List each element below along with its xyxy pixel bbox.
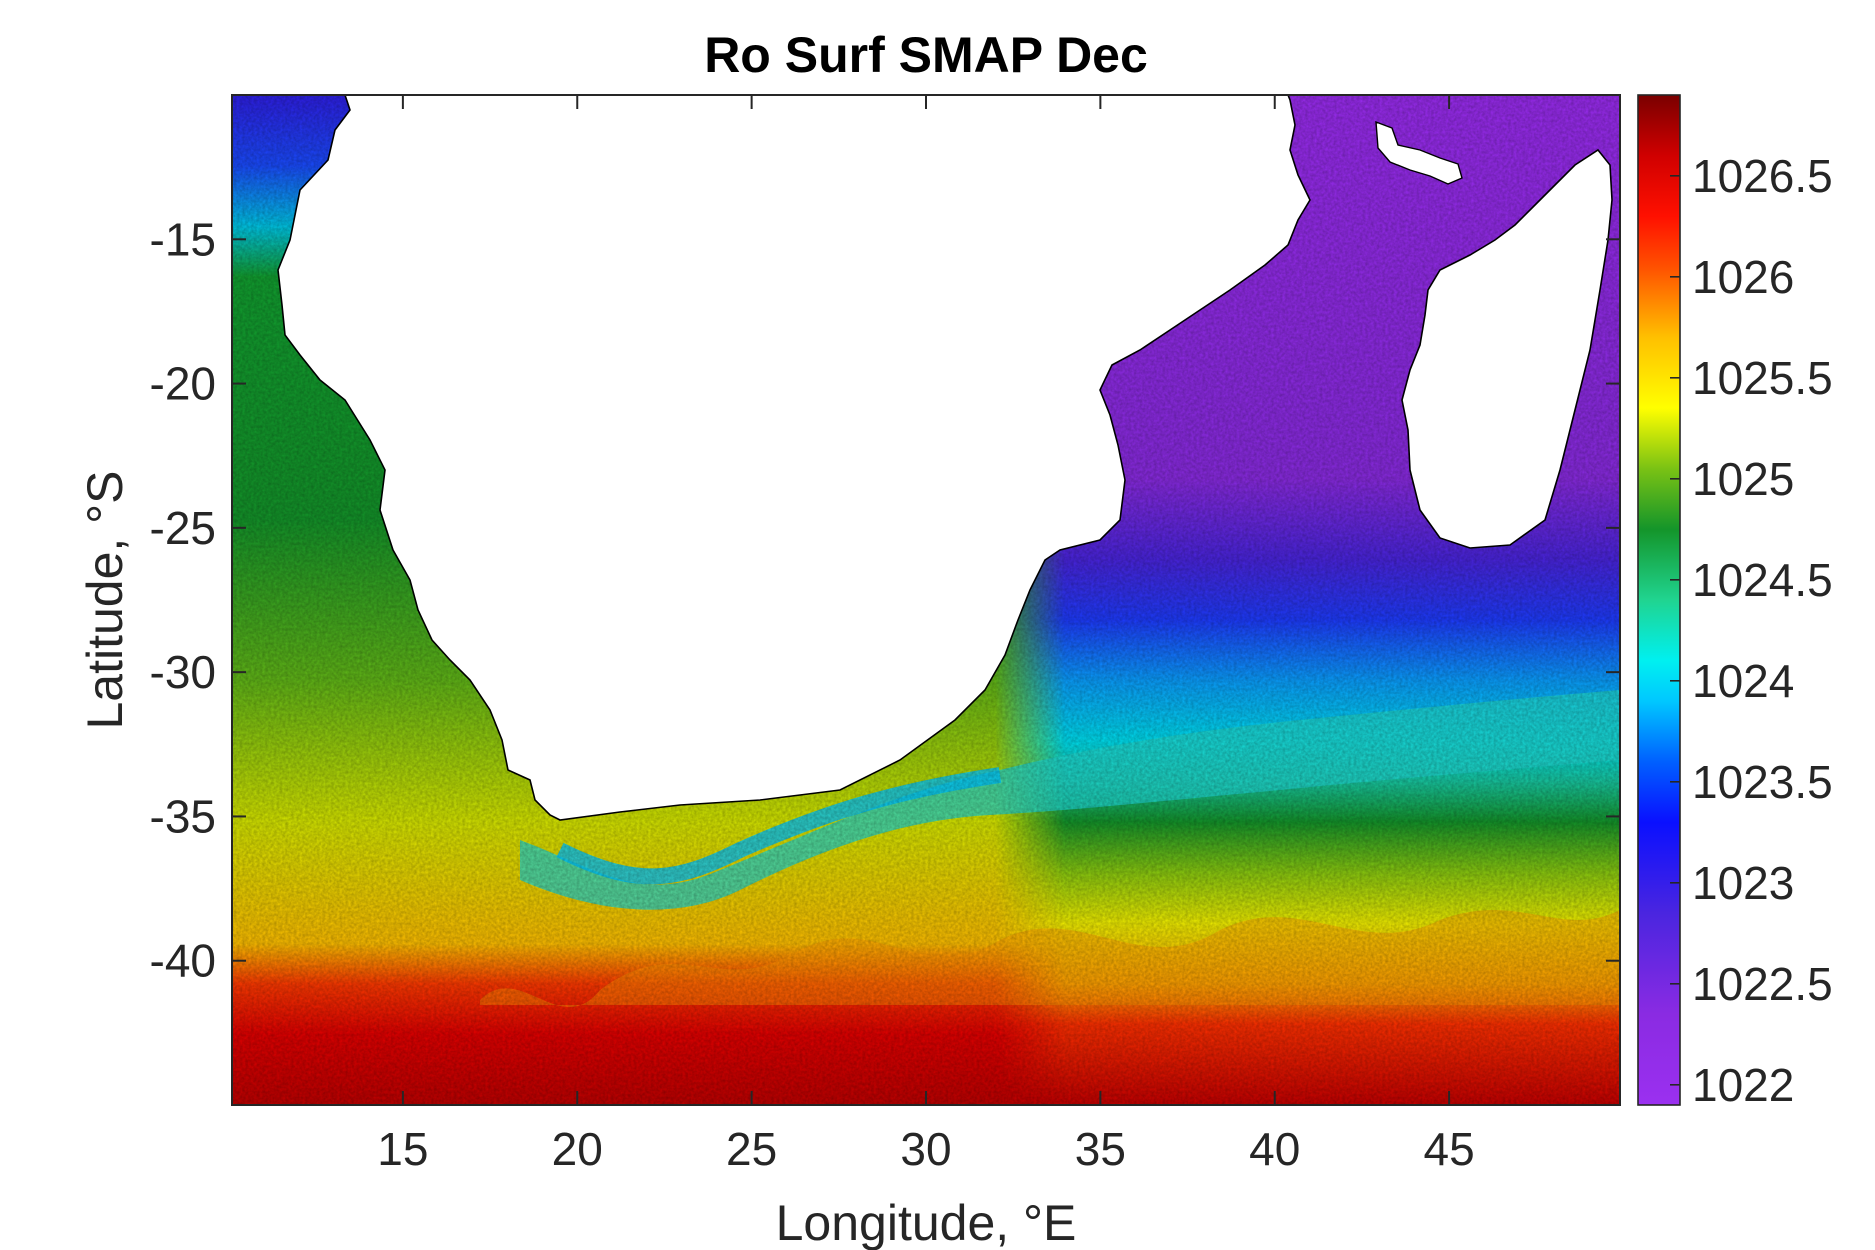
- colorbar: [1637, 94, 1681, 1106]
- x-tick-label: 40: [1249, 1123, 1300, 1175]
- x-tick-label: 30: [900, 1123, 951, 1175]
- colorbar-tick-label: 1026.5: [1692, 150, 1833, 202]
- colorbar-tick-label: 1022.5: [1692, 958, 1833, 1010]
- colorbar-tick-label: 1024.5: [1692, 554, 1833, 606]
- chart-title: Ro Surf SMAP Dec: [704, 27, 1148, 83]
- colorbar-ticks: 1022 1022.5 1023 1023.5 1024 1024.5 1025 1025.5…: [1670, 150, 1833, 1111]
- colorbar-tick-label: 1025: [1692, 453, 1794, 505]
- africa-landmass: [277, 95, 1311, 821]
- y-tick-label: -35: [150, 790, 216, 842]
- colorbar-tick-label: 1026: [1692, 251, 1794, 303]
- comoros-islands: [1375, 120, 1463, 185]
- colorbar-tick-label: 1023: [1692, 857, 1794, 909]
- colorbar-tick-label: 1022: [1692, 1059, 1794, 1111]
- y-tick-label: -20: [150, 358, 216, 410]
- x-tick-label: 45: [1424, 1123, 1475, 1175]
- y-tick-label: -25: [150, 502, 216, 554]
- x-tick-label: 25: [726, 1123, 777, 1175]
- colorbar-tick-label: 1025.5: [1692, 352, 1833, 404]
- colorbar-tick-label: 1023.5: [1692, 756, 1833, 808]
- madagascar: [1401, 148, 1613, 549]
- x-tick-label: 20: [552, 1123, 603, 1175]
- y-tick-label: -40: [150, 935, 216, 987]
- x-axis-label: Longitude, °E: [776, 1195, 1077, 1250]
- y-axis-label: Latitude, °S: [77, 470, 133, 729]
- y-axis-ticks: -15 -20 -25 -30 -35 -40: [150, 213, 1620, 987]
- y-tick-label: -15: [150, 213, 216, 265]
- x-tick-label: 15: [377, 1123, 428, 1175]
- x-axis-ticks: 15 20 25 30 35 40 45: [377, 95, 1475, 1175]
- x-tick-label: 35: [1075, 1123, 1126, 1175]
- colorbar-tick-label: 1024: [1692, 655, 1794, 707]
- data-field: [232, 95, 1620, 1105]
- y-tick-label: -30: [150, 646, 216, 698]
